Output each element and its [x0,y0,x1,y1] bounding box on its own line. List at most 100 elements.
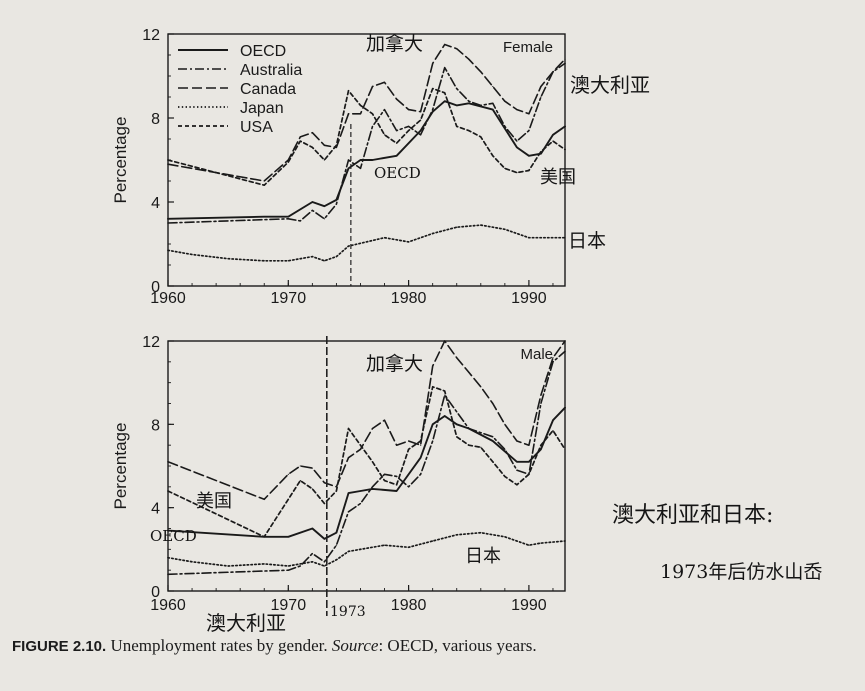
caption-figure-number: FIGURE 2.10. [12,638,107,655]
data-point [347,113,350,115]
data-point [299,565,301,567]
data-point [335,544,338,546]
panel-label: Male [520,346,553,363]
data-point [287,473,289,475]
data-point [167,159,169,161]
y-tick-label: 0 [151,584,160,601]
data-point [492,85,494,88]
data-point [480,386,482,388]
data-point [540,444,542,446]
data-point [468,130,470,132]
panel-label: Female [503,39,553,56]
data-point [528,155,530,157]
data-point [420,130,422,132]
data-point [371,125,374,127]
data-point [528,444,530,446]
data-point [335,146,338,148]
y-tick-label: 12 [142,334,160,351]
data-point [287,498,289,500]
data-point [432,423,434,425]
data-point [552,357,554,359]
series-line-usa [167,385,566,538]
data-point [167,529,169,532]
data-point [299,140,301,142]
series-line-japan [167,531,566,567]
data-point [504,100,506,102]
y-axis-title: Percentage [111,117,130,204]
data-point [408,130,410,132]
data-point [287,536,289,538]
data-point [383,109,386,111]
data-point [432,109,434,111]
y-tick-label: 8 [151,111,160,128]
data-point [432,232,434,235]
data-point [335,490,338,492]
data-point [371,85,374,88]
data-point [540,542,542,544]
data-point [335,532,338,534]
data-point [444,67,446,69]
data-point [287,216,289,218]
data-point [323,159,325,161]
chart-panel-female: 0 4 8 12 1960 1970 1980 1990 Percentage Female OEC… [111,27,566,307]
data-point [528,473,530,475]
legend-item-japan: Japan [240,100,284,117]
data-point [564,125,566,127]
data-point [468,102,470,104]
data-point [408,546,410,548]
data-point [444,92,446,94]
data-point [323,561,325,563]
y-tick-label: 4 [151,195,160,212]
data-point [347,245,350,247]
data-point [432,88,434,90]
data-point [492,109,494,111]
data-point [456,226,458,228]
data-point [420,111,422,113]
data-point [383,237,386,239]
data-point [371,113,374,115]
data-point [263,216,265,218]
data-point [311,209,313,211]
data-point [564,237,566,239]
data-point [468,427,470,430]
legend-item-oecd: OECD [240,43,286,60]
data-point [359,448,362,450]
y-tick-label: 0 [151,279,160,296]
data-point [359,104,362,106]
data-point [347,550,350,553]
data-point [432,440,434,442]
data-point [456,411,458,413]
data-point [383,473,386,475]
data-point [347,457,350,459]
data-point [347,159,350,161]
data-point [263,184,265,186]
data-point [540,394,542,396]
y-tick-label: 12 [142,27,160,44]
data-point [323,260,325,262]
data-point [432,365,434,367]
annotation-year: 1973 [330,604,366,620]
data-point [167,222,169,224]
x-tick-label: 1970 [271,597,307,614]
data-point [311,256,313,258]
data-point [516,146,518,148]
annotation-canada: 加拿大 [366,32,423,55]
data-point [516,461,518,463]
legend-item-usa: USA [240,119,273,136]
data-point [359,502,362,505]
data-point [552,419,554,421]
data-point [347,492,350,494]
annotation-australia: 澳大利亚 [206,611,286,635]
caption-text: Unemployment rates by gender. [106,636,332,655]
data-point [227,258,229,260]
data-point [528,169,530,172]
data-point [444,100,446,102]
data-point [299,479,301,482]
data-point [528,113,530,115]
data-point [504,448,506,450]
data-point [564,350,566,353]
data-point [444,43,446,46]
side-note-line-2: 1973年后仿水山岙 [660,561,822,583]
data-point [492,440,494,442]
